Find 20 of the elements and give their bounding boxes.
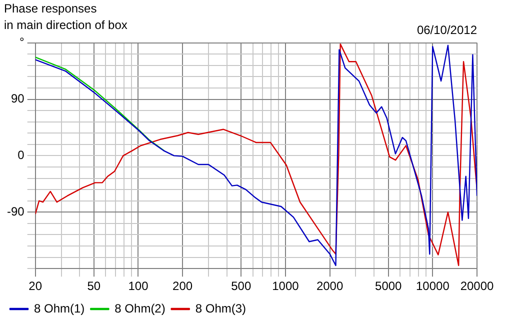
x-tick-label: 500 <box>231 279 252 294</box>
x-tick-label: 200 <box>172 279 193 294</box>
chart-subtitle: in main direction of box <box>4 18 128 32</box>
chart-title: Phase responses <box>4 2 97 16</box>
legend-label: 8 Ohm(1) <box>34 301 85 316</box>
x-tick-label: 2000 <box>316 279 344 294</box>
x-tick-label: 20000 <box>460 279 494 294</box>
x-tick-label: 1000 <box>272 279 300 294</box>
y-tick-label: 0 <box>18 148 25 162</box>
x-tick-label: 50 <box>87 279 101 294</box>
y-tick-label: -90 <box>7 204 25 218</box>
x-tick-label: 20 <box>28 279 42 294</box>
y-tick-label: 90 <box>10 92 25 106</box>
x-tick-label: 5000 <box>375 279 402 294</box>
x-tick-label: 100 <box>128 279 149 294</box>
x-tick-label: 10000 <box>416 279 450 294</box>
legend-label: 8 Ohm(2) <box>114 301 166 316</box>
text: 06/10/2012 <box>416 23 478 38</box>
legend-label: 8 Ohm(3) <box>195 301 246 316</box>
y-tick-label: ° <box>20 35 25 50</box>
